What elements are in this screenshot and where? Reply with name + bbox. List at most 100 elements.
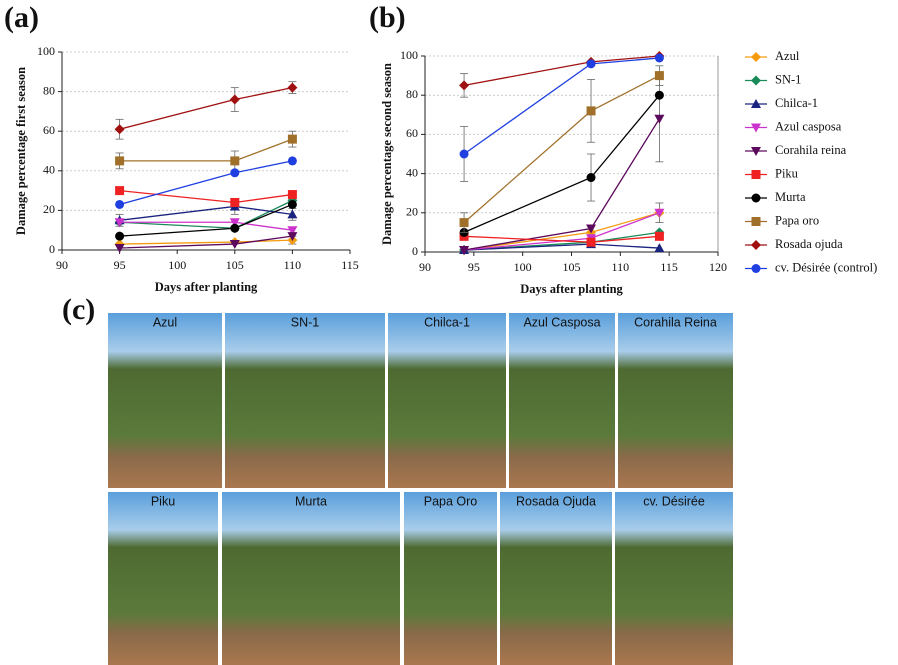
point bbox=[654, 208, 665, 218]
photo-label: Azul Casposa bbox=[523, 315, 600, 329]
photo-label: Murta bbox=[295, 494, 327, 508]
y-tick-label: 60 bbox=[43, 123, 55, 137]
photo-label: Rosada Ojuda bbox=[516, 494, 596, 508]
y-tick-label: 20 bbox=[406, 205, 418, 219]
legend-marker bbox=[751, 147, 761, 156]
point bbox=[115, 199, 125, 209]
y-tick-label: 60 bbox=[406, 126, 418, 140]
legend-marker bbox=[751, 123, 761, 133]
series-line bbox=[463, 75, 660, 224]
x-tick-label: 100 bbox=[168, 258, 186, 272]
x-tick-label: 110 bbox=[284, 258, 302, 272]
point bbox=[230, 168, 240, 178]
y-tick-label: 80 bbox=[43, 83, 55, 97]
legend-marker bbox=[751, 264, 761, 273]
x-tick-label: 105 bbox=[226, 258, 244, 272]
photo bbox=[225, 313, 385, 488]
legend-label: Azul casposa bbox=[775, 119, 842, 133]
point bbox=[287, 134, 297, 144]
x-tick-label: 110 bbox=[612, 260, 630, 274]
y-tick-label: 0 bbox=[49, 242, 55, 256]
point bbox=[287, 82, 298, 93]
photo bbox=[222, 492, 400, 665]
legend-label: Rosada ojuda bbox=[775, 237, 843, 251]
x-axis-label: Days after planting bbox=[520, 282, 623, 296]
point bbox=[229, 94, 240, 105]
x-tick-label: 120 bbox=[709, 260, 727, 274]
point bbox=[654, 231, 664, 241]
point bbox=[115, 156, 125, 166]
photo bbox=[404, 492, 497, 665]
point bbox=[230, 197, 240, 207]
series-line bbox=[463, 118, 660, 251]
point bbox=[287, 199, 297, 209]
photo bbox=[388, 313, 506, 488]
point bbox=[586, 59, 596, 69]
x-tick-label: 105 bbox=[563, 260, 581, 274]
point bbox=[287, 190, 297, 200]
y-tick-label: 80 bbox=[406, 87, 418, 101]
series-line bbox=[463, 94, 660, 233]
point bbox=[586, 224, 597, 234]
point bbox=[115, 231, 125, 241]
legend-marker bbox=[751, 52, 761, 62]
y-tick-label: 100 bbox=[400, 48, 418, 62]
panel-label: (a) bbox=[4, 1, 39, 34]
point bbox=[287, 156, 297, 166]
point bbox=[459, 218, 469, 228]
point bbox=[230, 156, 240, 166]
photo-label: Azul bbox=[153, 315, 177, 329]
x-tick-label: 115 bbox=[341, 258, 359, 272]
legend-label: Azul bbox=[775, 49, 800, 63]
x-tick-label: 100 bbox=[514, 260, 532, 274]
point bbox=[654, 71, 664, 81]
legend-label: SN-1 bbox=[775, 72, 801, 86]
legend-marker bbox=[751, 170, 761, 179]
point bbox=[229, 218, 240, 228]
y-tick-label: 0 bbox=[412, 244, 418, 258]
series-line bbox=[119, 203, 293, 237]
point bbox=[287, 226, 298, 236]
point bbox=[114, 124, 125, 135]
photo bbox=[108, 492, 218, 665]
x-axis-label: Days after planting bbox=[155, 280, 258, 294]
x-tick-label: 90 bbox=[419, 260, 431, 274]
photo bbox=[615, 492, 733, 665]
point bbox=[114, 244, 125, 254]
photo-label: Corahila Reina bbox=[634, 315, 717, 329]
series-line bbox=[119, 199, 293, 229]
point bbox=[654, 90, 664, 100]
point bbox=[287, 232, 298, 242]
series-line bbox=[119, 239, 293, 245]
x-tick-label: 95 bbox=[468, 260, 480, 274]
x-tick-label: 115 bbox=[660, 260, 678, 274]
legend-marker bbox=[751, 99, 761, 108]
point bbox=[459, 80, 470, 91]
legend-label: Corahila reina bbox=[775, 143, 847, 157]
photo-label: Piku bbox=[151, 494, 175, 508]
photo-label: Chilca-1 bbox=[424, 315, 470, 329]
y-axis-label: Damage percentage first season bbox=[14, 67, 28, 235]
legend-marker bbox=[751, 217, 761, 226]
legend-label: Papa oro bbox=[775, 213, 819, 227]
panel-label: (c) bbox=[62, 293, 95, 326]
x-tick-label: 95 bbox=[114, 258, 126, 272]
photo bbox=[108, 313, 222, 488]
legend-marker bbox=[751, 193, 761, 203]
panel-label: (b) bbox=[369, 1, 406, 34]
point bbox=[114, 218, 125, 228]
x-tick-label: 90 bbox=[56, 258, 68, 272]
legend-label: cv. Désirée (control) bbox=[775, 260, 877, 274]
legend-label: Piku bbox=[775, 166, 799, 180]
point bbox=[287, 209, 298, 219]
legend-marker bbox=[751, 240, 761, 250]
point bbox=[586, 173, 596, 183]
point bbox=[459, 246, 470, 256]
y-tick-label: 100 bbox=[37, 44, 55, 58]
photo-label: cv. Désirée bbox=[643, 494, 705, 508]
series-line bbox=[119, 138, 293, 162]
point bbox=[586, 237, 596, 247]
point bbox=[654, 114, 665, 124]
y-tick-label: 40 bbox=[43, 163, 55, 177]
